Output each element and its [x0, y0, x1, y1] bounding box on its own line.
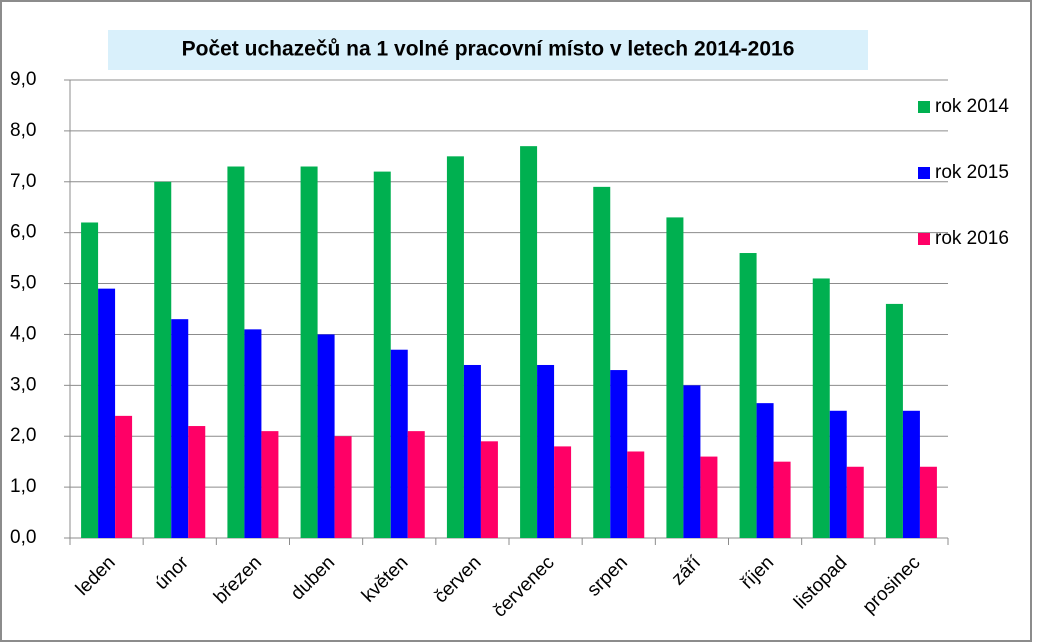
bar [666, 217, 684, 538]
bar [227, 166, 245, 538]
bar [480, 441, 498, 538]
bar [317, 334, 335, 538]
legend-swatch [918, 101, 930, 113]
title-box [108, 30, 868, 70]
bar [154, 181, 172, 538]
legend-label: rok 2016 [935, 228, 1009, 249]
bar [98, 288, 116, 538]
bar [390, 349, 408, 538]
legend-label: rok 2014 [935, 96, 1009, 117]
bar [829, 410, 847, 538]
bar [300, 166, 318, 538]
chart-title: Počet uchazečů na 1 volné pracovní místo… [182, 38, 795, 61]
y-tick-label: 2,0 [10, 425, 36, 446]
bar [773, 461, 791, 538]
bar [520, 146, 538, 538]
bar [610, 370, 628, 538]
y-tick-label: 4,0 [10, 323, 36, 344]
bar [885, 303, 903, 538]
y-tick-label: 1,0 [10, 476, 36, 497]
bar [115, 415, 133, 538]
y-tick-label: 6,0 [10, 222, 36, 243]
bar [756, 403, 774, 538]
bar [261, 431, 279, 538]
bar [593, 186, 611, 538]
bar [446, 156, 464, 539]
bar [846, 466, 864, 538]
bar [739, 253, 757, 538]
y-tick-label: 9,0 [10, 69, 36, 90]
bar [554, 446, 572, 538]
bar [537, 364, 555, 538]
legend-swatch [918, 233, 930, 245]
bar [683, 385, 701, 538]
bar [334, 436, 352, 538]
bar [407, 431, 425, 538]
legend-label: rok 2015 [935, 162, 1009, 183]
bar [700, 456, 718, 538]
y-tick-label: 7,0 [10, 171, 36, 192]
bar [244, 329, 262, 538]
bar [373, 171, 391, 538]
y-tick-label: 0,0 [10, 527, 36, 548]
legend-swatch [918, 167, 930, 179]
y-tick-label: 8,0 [10, 120, 36, 141]
bar [627, 451, 645, 538]
y-tick-label: 3,0 [10, 374, 36, 395]
bar [902, 410, 920, 538]
bar [812, 278, 830, 538]
bar [188, 426, 206, 538]
bar [463, 364, 481, 538]
bar [81, 222, 99, 538]
bar [171, 319, 189, 538]
bar [919, 466, 937, 538]
y-tick-label: 5,0 [10, 273, 36, 294]
